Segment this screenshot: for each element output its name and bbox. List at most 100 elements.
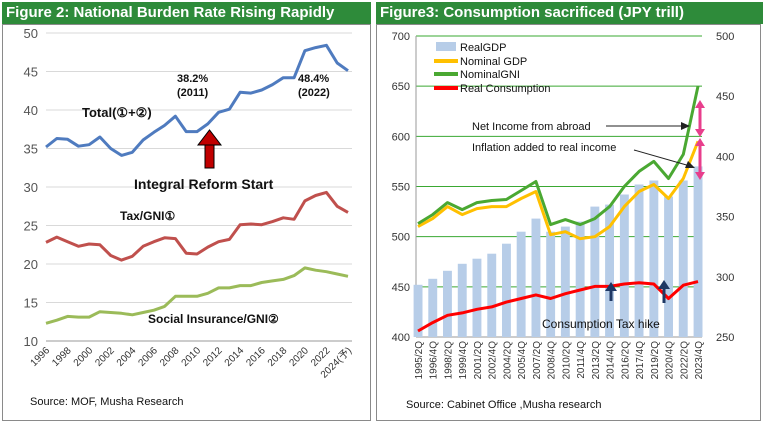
y-tick-label: 30 — [24, 180, 38, 195]
bar-realgdp — [605, 204, 614, 337]
x-tick-label: 2010 — [180, 345, 204, 369]
series-nominal-gdp-line — [417, 140, 700, 241]
label-peak-2022-pct: 48.4% — [298, 73, 329, 85]
y-right-tick-label: 500 — [716, 31, 734, 43]
figure3-panel: Figure3: Consumption sacrificed (JPY tri… — [374, 0, 763, 429]
bar-realgdp — [560, 226, 570, 337]
y-right-tick-label: 250 — [716, 332, 734, 344]
bar-realgdp — [472, 258, 482, 337]
series-tax-gni-line — [45, 190, 349, 262]
figure3-legend: RealGDP Nominal GDP NominalGNI Real Cons… — [434, 42, 551, 95]
bar-realgdp — [516, 231, 526, 337]
x-tick-label: 2020 — [287, 345, 311, 369]
x-tick-label: 2000 — [72, 345, 96, 369]
x-tick-label: 2008/4Q — [547, 341, 558, 380]
y-left-tick-label: 700 — [392, 31, 410, 43]
bar-realgdp — [664, 196, 673, 337]
x-tick-label: 2008 — [158, 345, 182, 369]
label-peak-2011-pct: 38.2% — [177, 73, 208, 85]
y-left-tick-label: 500 — [392, 232, 410, 244]
y-tick-label: 15 — [24, 296, 38, 311]
x-tick-label: 2004/2Q — [502, 341, 513, 380]
label-consumption-tax-hike: Consumption Tax hike — [542, 317, 660, 331]
series-real-consumption-line — [417, 280, 699, 333]
x-tick-label: 2006 — [136, 345, 160, 369]
figure3-source: Source: Cabinet Office ,Musha research — [406, 399, 602, 411]
x-tick-label: 2007/2Q — [532, 341, 543, 380]
legend-label-real-consumption: Real Consumption — [460, 83, 551, 95]
x-tick-label: 2023/4Q — [694, 341, 705, 380]
x-tick-label: 2014/4Q — [606, 341, 617, 380]
bar-realgdp — [531, 218, 541, 337]
label-integral-reform: Integral Reform Start — [134, 176, 274, 192]
bar-realgdp — [678, 180, 688, 337]
figure2-title: Figure 2: National Burden Rate Rising Ra… — [2, 2, 371, 24]
bar-realgdp — [634, 184, 644, 337]
y-tick-label: 40 — [24, 103, 38, 118]
bar-realgdp — [619, 194, 629, 337]
figure3-chart: 400450500550600650700250300350400450500 … — [392, 31, 735, 380]
figure2-frame — [2, 24, 371, 421]
y-left-tick-label: 550 — [392, 182, 410, 194]
x-tick-label: 2005/4Q — [517, 341, 528, 380]
x-tick-label: 2019/2Q — [650, 341, 661, 380]
x-tick-label: 2012 — [201, 345, 225, 369]
net-income-bracket-icon — [695, 100, 705, 137]
bar-realgdp — [546, 231, 556, 337]
y-right-tick-label: 400 — [716, 151, 734, 163]
net-income-pointer-head-icon — [681, 122, 690, 130]
x-tick-label: 2018 — [266, 345, 290, 369]
x-tick-label: 2010/2Q — [561, 341, 572, 380]
bar-realgdp — [457, 263, 467, 337]
x-tick-label: 1999/4Q — [458, 341, 469, 380]
series-social-insurance-line — [45, 266, 349, 325]
y-tick-label: 35 — [24, 142, 38, 157]
inflation-pointer — [633, 149, 691, 167]
bar-realgdp — [693, 166, 703, 337]
tax-hike-2019-arrow-icon — [658, 280, 670, 303]
x-tick-label: 2022/2Q — [679, 341, 690, 380]
label-total: Total(①+②) — [82, 105, 152, 120]
y-tick-label: 50 — [24, 26, 38, 41]
series-total-line — [45, 43, 349, 157]
x-tick-label: 2017/4Q — [635, 341, 646, 380]
y-left-tick-label: 450 — [392, 282, 410, 294]
y-tick-label: 20 — [24, 257, 38, 272]
x-tick-label: 2001/2Q — [473, 341, 484, 380]
x-tick-label: 2016/2Q — [620, 341, 631, 380]
y-left-tick-label: 650 — [392, 81, 410, 93]
y-tick-label: 10 — [24, 334, 38, 349]
inflation-pointer-head-icon — [685, 161, 695, 168]
x-tick-label: 1998 — [50, 345, 74, 369]
x-tick-label: 2004 — [115, 345, 139, 369]
x-tick-label: 1995/2Q — [414, 341, 425, 380]
bar-realgdp — [649, 180, 659, 337]
y-tick-label: 25 — [24, 219, 38, 234]
figure2-panel: Figure 2: National Burden Rate Rising Ra… — [0, 0, 373, 429]
x-tick-label: 2011/4Q — [576, 341, 587, 379]
x-tick-label: 2020/4Q — [665, 341, 676, 380]
inflation-bracket-icon — [695, 138, 705, 180]
x-tick-label: 1998/2Q — [443, 341, 454, 380]
y-right-tick-label: 450 — [716, 91, 734, 103]
label-peak-2022-year: (2022) — [298, 87, 330, 99]
label-peak-2011-year: (2011) — [177, 87, 209, 99]
legend-label-nominal-gni: NominalGNI — [460, 69, 520, 81]
x-tick-label: 2016 — [244, 345, 268, 369]
legend-swatch-realgdp — [436, 42, 456, 51]
bar-realgdp — [575, 221, 585, 337]
y-left-tick-label: 600 — [392, 131, 410, 143]
x-tick-label: 2014 — [223, 345, 247, 369]
x-tick-label: 1996/4Q — [429, 341, 440, 380]
x-tick-label: 2002 — [93, 345, 117, 369]
legend-label-realgdp: RealGDP — [460, 42, 506, 54]
x-tick-label: 2002/4Q — [488, 341, 499, 380]
series-nominal-gni-line — [417, 85, 700, 227]
x-tick-label: 2013/2Q — [591, 341, 602, 380]
figure3-title: Figure3: Consumption sacrificed (JPY tri… — [376, 2, 763, 24]
y-tick-label: 45 — [24, 65, 38, 80]
label-social-insurance: Social Insurance/GNI② — [148, 312, 279, 326]
label-inflation: Inflation added to real income — [472, 142, 616, 154]
reform-arrow-icon — [196, 129, 223, 169]
